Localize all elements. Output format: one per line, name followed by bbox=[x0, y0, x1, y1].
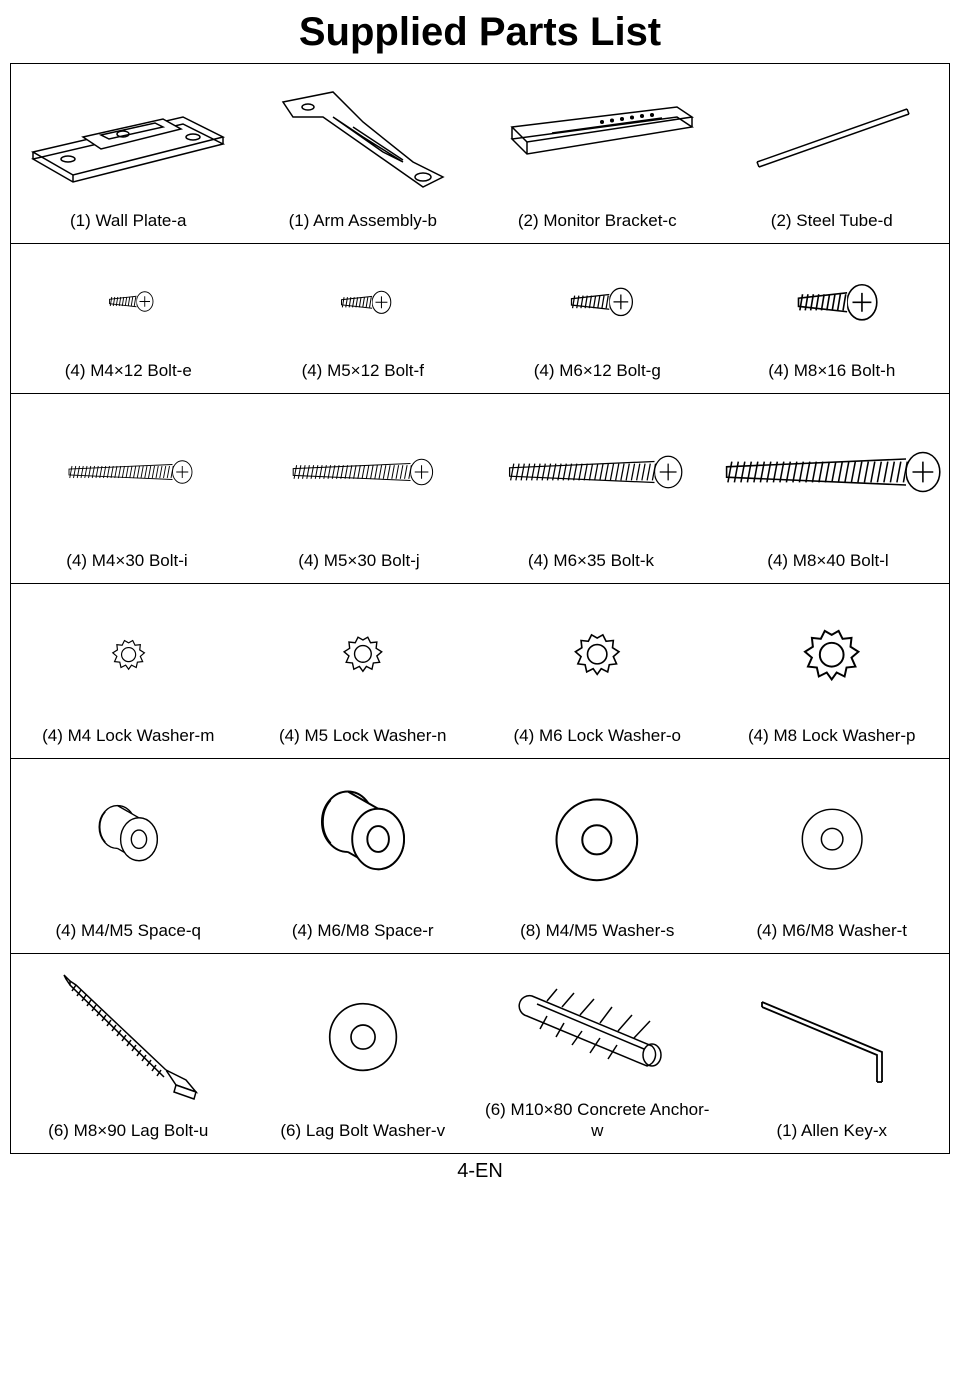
part-label: (6) M8×90 Lag Bolt-u bbox=[48, 1120, 208, 1141]
part-label: (6) Lag Bolt Washer-v bbox=[280, 1120, 445, 1141]
lock-washer-icon bbox=[719, 594, 946, 715]
parts-row: (4) M4/M5 Space-q (4) M6/M8 Space-r (8) … bbox=[11, 759, 949, 954]
part-cell: (4) M4×30 Bolt-i bbox=[11, 394, 243, 583]
part-cell: (4) M4/M5 Space-q bbox=[11, 759, 246, 953]
parts-row: (4) M4×12 Bolt-e (4) M5×12 Bolt-f (4) M6… bbox=[11, 244, 949, 394]
part-cell: (4) M6 Lock Washer-o bbox=[480, 584, 715, 758]
washer-flat-icon bbox=[250, 964, 477, 1110]
lock-washer-icon bbox=[484, 594, 711, 715]
parts-row: (4) M4 Lock Washer-m (4) M5 Lock Washer-… bbox=[11, 584, 949, 759]
part-label: (2) Steel Tube-d bbox=[771, 210, 893, 231]
bolt-long-icon bbox=[247, 404, 471, 540]
washer-flat-icon bbox=[484, 769, 711, 910]
monitor-bracket-icon bbox=[484, 74, 711, 200]
part-label: (4) M6×12 Bolt-g bbox=[534, 360, 661, 381]
part-label: (1) Arm Assembly-b bbox=[289, 210, 437, 231]
part-cell: (1) Arm Assembly-b bbox=[246, 64, 481, 243]
part-label: (4) M6/M8 Washer-t bbox=[756, 920, 907, 941]
part-cell: (4) M6×12 Bolt-g bbox=[480, 244, 715, 393]
bolt-short-icon bbox=[15, 254, 242, 350]
part-label: (4) M5×30 Bolt-j bbox=[298, 550, 419, 571]
part-cell: (6) M8×90 Lag Bolt-u bbox=[11, 954, 246, 1153]
part-label: (8) M4/M5 Washer-s bbox=[520, 920, 674, 941]
concrete-anchor-icon bbox=[484, 964, 711, 1089]
bolt-short-icon bbox=[250, 254, 477, 350]
part-cell: (4) M6/M8 Space-r bbox=[246, 759, 481, 953]
allen-key-icon bbox=[719, 964, 946, 1110]
wall-plate-icon bbox=[15, 74, 242, 200]
part-label: (4) M5×12 Bolt-f bbox=[302, 360, 424, 381]
part-label: (4) M4 Lock Washer-m bbox=[42, 725, 214, 746]
part-cell: (1) Wall Plate-a bbox=[11, 64, 246, 243]
steel-tube-icon bbox=[719, 74, 946, 200]
part-label: (4) M8×40 Bolt-l bbox=[767, 550, 888, 571]
part-label: (4) M4×30 Bolt-i bbox=[66, 550, 187, 571]
bolt-short-icon bbox=[484, 254, 711, 350]
page-title: Supplied Parts List bbox=[0, 0, 960, 63]
parts-row: (4) M4×30 Bolt-i (4) M5×30 Bolt-j (4) M6… bbox=[11, 394, 949, 584]
part-cell: (4) M4×12 Bolt-e bbox=[11, 244, 246, 393]
part-label: (4) M6 Lock Washer-o bbox=[513, 725, 681, 746]
lock-washer-icon bbox=[250, 594, 477, 715]
part-cell: (2) Steel Tube-d bbox=[715, 64, 950, 243]
lock-washer-icon bbox=[15, 594, 242, 715]
part-cell: (4) M6×35 Bolt-k bbox=[475, 394, 707, 583]
part-cell: (6) M10×80 Concrete Anchor-w bbox=[480, 954, 715, 1153]
part-cell: (4) M8×16 Bolt-h bbox=[715, 244, 950, 393]
part-label: (4) M4/M5 Space-q bbox=[56, 920, 202, 941]
part-label: (4) M4×12 Bolt-e bbox=[65, 360, 192, 381]
part-cell: (4) M4 Lock Washer-m bbox=[11, 584, 246, 758]
part-label: (1) Wall Plate-a bbox=[70, 210, 187, 231]
arm-assembly-icon bbox=[250, 74, 477, 200]
page-footer: 4-EN bbox=[0, 1154, 960, 1183]
washer-flat-icon bbox=[719, 769, 946, 910]
bolt-long-icon bbox=[711, 404, 945, 540]
part-label: (4) M5 Lock Washer-n bbox=[279, 725, 447, 746]
parts-grid: (1) Wall Plate-a (1) Arm Assembly-b bbox=[10, 63, 950, 1154]
part-label: (4) M8 Lock Washer-p bbox=[748, 725, 916, 746]
part-label: (6) M10×80 Concrete Anchor-w bbox=[484, 1099, 711, 1142]
part-label: (4) M6×35 Bolt-k bbox=[528, 550, 654, 571]
part-cell: (2) Monitor Bracket-c bbox=[480, 64, 715, 243]
part-cell: (4) M5 Lock Washer-n bbox=[246, 584, 481, 758]
part-cell: (4) M5×30 Bolt-j bbox=[243, 394, 475, 583]
spacer-icon bbox=[250, 769, 477, 910]
part-label: (4) M6/M8 Space-r bbox=[292, 920, 434, 941]
part-label: (1) Allen Key-x bbox=[776, 1120, 887, 1141]
part-label: (2) Monitor Bracket-c bbox=[518, 210, 677, 231]
part-cell: (4) M8×40 Bolt-l bbox=[707, 394, 949, 583]
parts-row: (6) M8×90 Lag Bolt-u (6) Lag Bolt Washer… bbox=[11, 954, 949, 1154]
part-cell: (4) M8 Lock Washer-p bbox=[715, 584, 950, 758]
parts-row: (1) Wall Plate-a (1) Arm Assembly-b bbox=[11, 64, 949, 244]
lag-bolt-icon bbox=[15, 964, 242, 1110]
part-cell: (1) Allen Key-x bbox=[715, 954, 950, 1153]
part-cell: (6) Lag Bolt Washer-v bbox=[246, 954, 481, 1153]
spacer-icon bbox=[15, 769, 242, 910]
part-cell: (4) M6/M8 Washer-t bbox=[715, 759, 950, 953]
part-label: (4) M8×16 Bolt-h bbox=[768, 360, 895, 381]
part-cell: (8) M4/M5 Washer-s bbox=[480, 759, 715, 953]
bolt-long-icon bbox=[15, 404, 239, 540]
part-cell: (4) M5×12 Bolt-f bbox=[246, 244, 481, 393]
bolt-short-icon bbox=[719, 254, 946, 350]
bolt-long-icon bbox=[479, 404, 703, 540]
